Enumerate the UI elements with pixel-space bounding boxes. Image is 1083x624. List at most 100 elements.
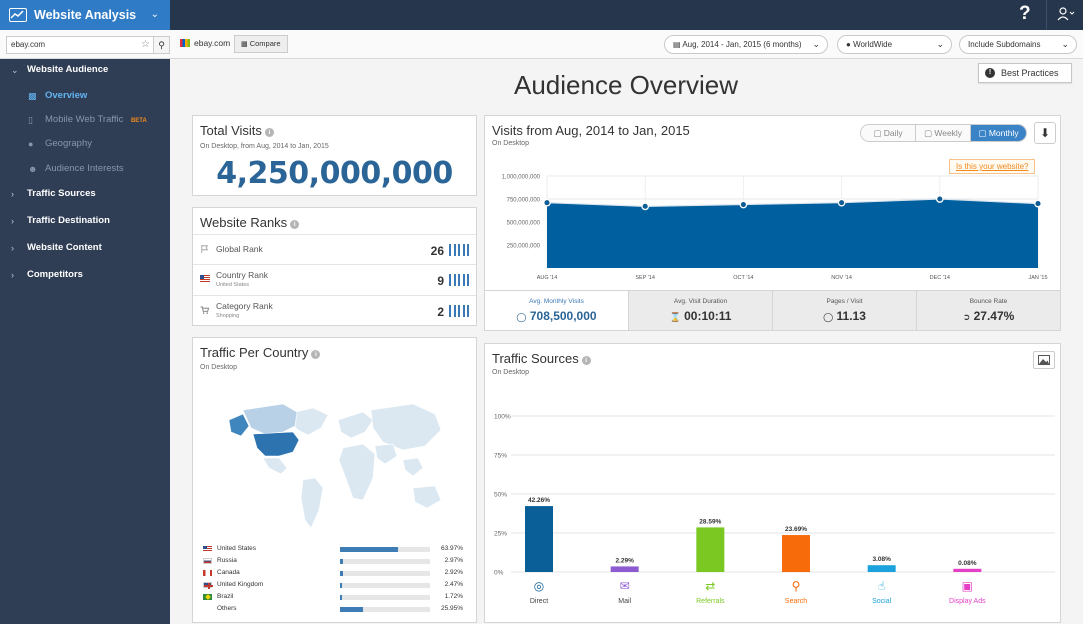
chevron-right-icon: › [11, 270, 14, 280]
site-tag: ebay.com [180, 38, 230, 48]
x-category-label[interactable]: Search [785, 598, 807, 605]
rank-value: 2 [437, 305, 444, 319]
tab-weekly[interactable]: ▢ Weekly [916, 125, 971, 141]
bar-value-label: 3.08% [872, 556, 891, 563]
country-row-brazil[interactable]: Brazil 1.72% [203, 593, 463, 605]
sidebar-item-audience-interests[interactable]: ☻ Audience Interests [0, 159, 170, 179]
rank-chart-icon[interactable] [449, 274, 469, 286]
visits-point[interactable] [935, 195, 944, 203]
compare-label: Compare [249, 39, 281, 48]
tab-daily[interactable]: ▢ Daily [861, 125, 916, 141]
help-button[interactable]: ? [1019, 3, 1031, 24]
x-category-label[interactable]: Display Ads [949, 598, 986, 605]
traffic-country-title: Traffic Per Country i [200, 345, 321, 360]
country-pct: 1.72% [444, 593, 463, 600]
visits-point[interactable] [641, 202, 650, 211]
x-category-label[interactable]: Social [872, 598, 892, 605]
x-category-label[interactable]: Referrals [696, 598, 725, 605]
subdomains-dropdown[interactable]: Include Subdomains ⌄ [959, 35, 1077, 54]
x-tick-label: SEP '14 [635, 275, 655, 281]
visits-line [546, 198, 1039, 207]
country-row-russia[interactable]: Russia 2.97% [203, 557, 463, 569]
country-bar-track [340, 571, 430, 576]
total-visits-subtitle: On Desktop, from Aug, 2014 to Jan, 2015 [200, 143, 329, 150]
rank-value: 9 [437, 274, 444, 288]
bar-value-label: 28.59% [699, 518, 721, 525]
traffic-source-bar[interactable] [782, 535, 810, 572]
region-dropdown[interactable]: ● WorldWide ⌄ [837, 35, 952, 54]
date-range-dropdown[interactable]: ▤ Aug, 2014 - Jan, 2015 (6 months) ⌄ [664, 35, 828, 54]
sidebar-section-traffic-destination[interactable]: › Traffic Destination [0, 211, 170, 231]
compare-button[interactable]: ▩ Compare [234, 35, 288, 53]
direct-icon: ◎ [534, 579, 544, 593]
sidebar-section-website-content[interactable]: › Website Content [0, 238, 170, 258]
best-practices-button[interactable]: ! Best Practices [978, 63, 1072, 83]
sidebar-item-overview[interactable]: ▩ Overview [0, 86, 170, 106]
info-icon[interactable]: i [581, 356, 591, 365]
date-range-value: Aug, 2014 - Jan, 2015 (6 months) [682, 40, 802, 49]
country-bar-fill [340, 583, 343, 588]
traffic-source-bar[interactable] [525, 506, 553, 572]
rank-chart-icon[interactable] [449, 244, 469, 256]
visits-point[interactable] [837, 198, 846, 207]
traffic-source-bar[interactable] [953, 568, 982, 572]
total-visits-value: 4,250,000,000 [216, 156, 453, 191]
metric-bounce-rate[interactable]: Bounce Rate ➲ 27.47% [916, 290, 1060, 330]
bar-value-label: 42.26% [528, 497, 550, 504]
metric-label: Pages / Visit [826, 298, 863, 305]
country-pct: 2.92% [444, 569, 463, 576]
website-ranks-panel: Website Ranks i Global Rank 26 Country Ra… [192, 207, 477, 326]
info-icon[interactable]: i [264, 128, 274, 137]
world-map[interactable] [213, 380, 453, 540]
metric-value: 27.47% [973, 309, 1015, 323]
sidebar-item-geography[interactable]: ● Geography [0, 134, 170, 154]
sidebar-section-website-audience[interactable]: ⌄ Website Audience [0, 60, 170, 80]
search-icon[interactable]: ⚲ [153, 37, 169, 53]
traffic-source-bar[interactable] [696, 527, 725, 572]
traffic-country-title-text: Traffic Per Country [200, 345, 309, 360]
traffic-country-subtitle: On Desktop [200, 364, 237, 371]
canada-flag-icon [203, 570, 212, 576]
country-bar-fill [340, 547, 398, 552]
sidebar-item-mobile-web-traffic[interactable]: ▯ Mobile Web Traffic BETA [0, 110, 170, 130]
download-button[interactable]: ⬇ [1034, 122, 1056, 144]
search-input[interactable]: ebay.com ☆ ⚲ [6, 36, 170, 54]
is-this-your-website-link[interactable]: Is this your website? [949, 159, 1036, 174]
visits-point[interactable] [1034, 199, 1042, 208]
country-row-canada[interactable]: Canada 2.92% [203, 569, 463, 581]
x-category-label[interactable]: Direct [530, 598, 548, 605]
country-bar-fill [340, 559, 343, 564]
country-row-us[interactable]: United States 63.97% [203, 545, 463, 557]
country-pct: 2.47% [444, 581, 463, 588]
x-category-label[interactable]: Mail [618, 598, 631, 605]
country-row-uk[interactable]: United Kingdom 2.47% [203, 581, 463, 593]
calendar-icon: ▢ [923, 128, 932, 138]
star-icon[interactable]: ☆ [141, 39, 150, 50]
bar-chart-icon: ▩ [241, 41, 248, 48]
visits-point[interactable] [543, 198, 551, 207]
info-icon[interactable]: i [290, 220, 300, 229]
metric-avg-monthly-visits[interactable]: Avg. Monthly Visits ◯ 708,500,000 [485, 290, 628, 330]
traffic-source-bar[interactable] [610, 566, 639, 572]
rank-value: 26 [430, 244, 444, 258]
info-icon[interactable]: i [311, 350, 321, 359]
search-icon: ⚲ [792, 579, 801, 593]
metric-avg-visit-duration[interactable]: Avg. Visit Duration ⌛ 00:10:11 [628, 290, 772, 330]
referrals-icon: ⇄ [705, 579, 715, 593]
visits-point[interactable] [739, 200, 748, 209]
hourglass-icon: ⌛ [669, 312, 681, 322]
total-visits-title-text: Total Visits [200, 123, 262, 138]
rank-chart-icon[interactable] [449, 305, 469, 317]
sidebar-section-competitors[interactable]: › Competitors [0, 265, 170, 285]
user-icon[interactable] [1057, 7, 1075, 26]
traffic-source-bar[interactable] [867, 565, 896, 572]
x-tick-label: JAN '15 [1028, 275, 1047, 281]
country-bar-track [340, 547, 430, 552]
sub-toolbar: ebay.com ☆ ⚲ ebay.com ▩ Compare ▤ Aug, 2… [0, 30, 1083, 59]
app-selector[interactable]: Website Analysis ⌄ [0, 0, 170, 30]
tab-monthly[interactable]: ▢ Monthly [971, 125, 1026, 141]
metric-pages-per-visit[interactable]: Pages / Visit ◯ 11.13 [772, 290, 916, 330]
export-image-button[interactable] [1033, 351, 1055, 369]
sidebar-section-traffic-sources[interactable]: › Traffic Sources [0, 184, 170, 204]
country-row-others[interactable]: Others 25.95% [203, 605, 463, 617]
